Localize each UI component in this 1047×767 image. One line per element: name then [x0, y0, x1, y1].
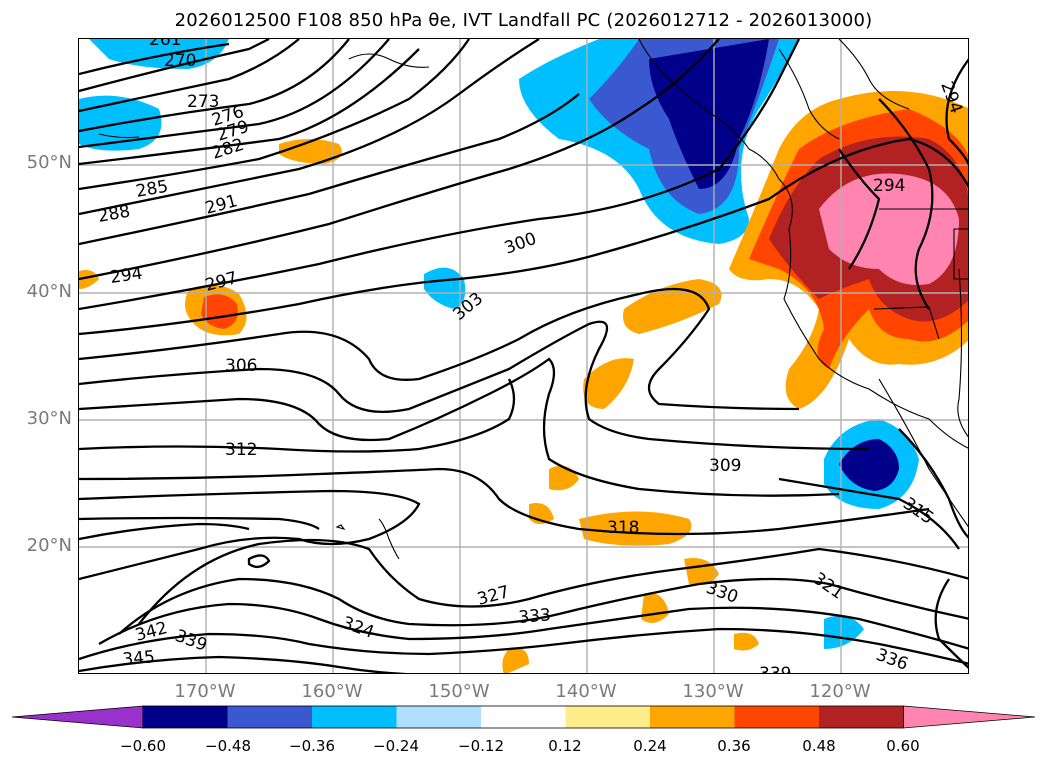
contour-label-288: 288 [96, 202, 131, 227]
colorbar-border [142, 705, 904, 729]
lat-label-50n: 50°N [26, 152, 72, 173]
colorbar-segment [819, 706, 904, 728]
contour-label-270: 270 [164, 51, 196, 71]
positive-anomaly-hawaii-north-core [201, 294, 238, 329]
lon-label-140w: 140°W [555, 681, 617, 702]
contour-label-309: 309 [709, 456, 741, 476]
colorbar-tick-label: 0.36 [717, 737, 751, 755]
lat-label-40n: 40°N [26, 281, 72, 302]
contour-label-294-coast: 294 [873, 176, 905, 196]
contour-label-333: 333 [518, 605, 552, 628]
colorbar-tick-label: −0.60 [120, 737, 166, 755]
colorbar-extend-low [11, 705, 144, 729]
contour-label-339-south: 339 [759, 664, 791, 674]
positive-anomaly-pacific-1 [279, 139, 342, 164]
positive-anomaly-pacific-10 [502, 648, 529, 673]
contour-label-315: 315 [899, 494, 937, 529]
contour-label-324: 324 [339, 613, 376, 643]
latitude-labels: 50°N 40°N 30°N 20°N [0, 0, 72, 767]
contour-label-339: 339 [172, 626, 209, 656]
colorbar [11, 705, 1036, 729]
positive-anomaly-pacific-9 [734, 632, 759, 651]
colorbar-segment [481, 706, 566, 728]
contour-label-273: 273 [187, 92, 219, 112]
negative-anomaly-north-core [649, 39, 769, 189]
colorbar-tick-label: 0.48 [802, 737, 836, 755]
positive-anomaly-pacific-2 [623, 279, 722, 334]
coastlines [98, 39, 968, 560]
negative-anomaly-south [824, 615, 864, 649]
shading-layer [79, 39, 968, 673]
positive-anomaly-pacific-8 [641, 593, 669, 623]
colorbar-segment [734, 706, 820, 728]
colorbar-segment [396, 706, 482, 728]
lon-label-150w: 150°W [428, 681, 490, 702]
contour-label-306: 306 [225, 356, 257, 376]
contour-label-330: 330 [703, 578, 740, 608]
contour-label-285: 285 [134, 177, 169, 202]
positive-anomaly-pacific-4 [579, 511, 692, 546]
contour-label-312: 312 [225, 440, 257, 460]
colorbar-extend-high [903, 705, 1036, 729]
colorbar-tick-label: −0.24 [373, 737, 419, 755]
lon-label-160w: 160°W [301, 681, 363, 702]
colorbar-segment [143, 706, 228, 728]
lon-label-120w: 120°W [809, 681, 871, 702]
positive-anomaly-west-edge [79, 270, 99, 289]
contour-label-261: 261 [149, 39, 181, 50]
colorbar-segment [565, 706, 651, 728]
contour-label-318: 318 [607, 518, 639, 538]
negative-anomaly-central [424, 267, 466, 309]
colorbar-tick-label: 0.12 [548, 737, 582, 755]
colorbar-tick-label: 0.24 [633, 737, 667, 755]
map-panel: 261 270 273 276 279 282 285 288 291 294 … [78, 38, 969, 674]
lat-label-20n: 20°N [26, 535, 72, 556]
colorbar-tick-label: 0.60 [886, 737, 920, 755]
contour-label-291: 291 [203, 191, 240, 219]
contour-label-282: 282 [209, 135, 246, 164]
positive-anomaly-pacific-5 [549, 465, 579, 491]
positive-anomaly-pacific-3 [583, 358, 634, 409]
map-title: 2026012500 F108 850 hPa θe, IVT Landfall… [174, 10, 873, 31]
colorbar-tick-label: −0.12 [458, 737, 504, 755]
lon-label-130w: 130°W [682, 681, 744, 702]
positive-anomaly-coast-core [819, 173, 959, 285]
colorbar-segment [227, 706, 313, 728]
colorbar-segments [11, 705, 1036, 729]
lat-label-30n: 30°N [26, 408, 72, 429]
colorbar-tick-label: −0.36 [289, 737, 335, 755]
colorbar-segment [312, 706, 397, 728]
contour-label-300: 300 [502, 229, 539, 259]
map-canvas: 261 270 273 276 279 282 285 288 291 294 … [79, 39, 968, 674]
contour-label-294: 294 [109, 264, 144, 288]
colorbar-segment [650, 706, 735, 728]
negative-anomaly-baja-core [839, 439, 899, 491]
contour-label-345: 345 [122, 647, 156, 670]
contour-label-327: 327 [475, 582, 512, 610]
colorbar-tick-label: −0.48 [205, 737, 251, 755]
theta-e-contours [79, 39, 968, 673]
contour-label-342: 342 [133, 618, 170, 646]
lon-label-170w: 170°W [174, 681, 236, 702]
